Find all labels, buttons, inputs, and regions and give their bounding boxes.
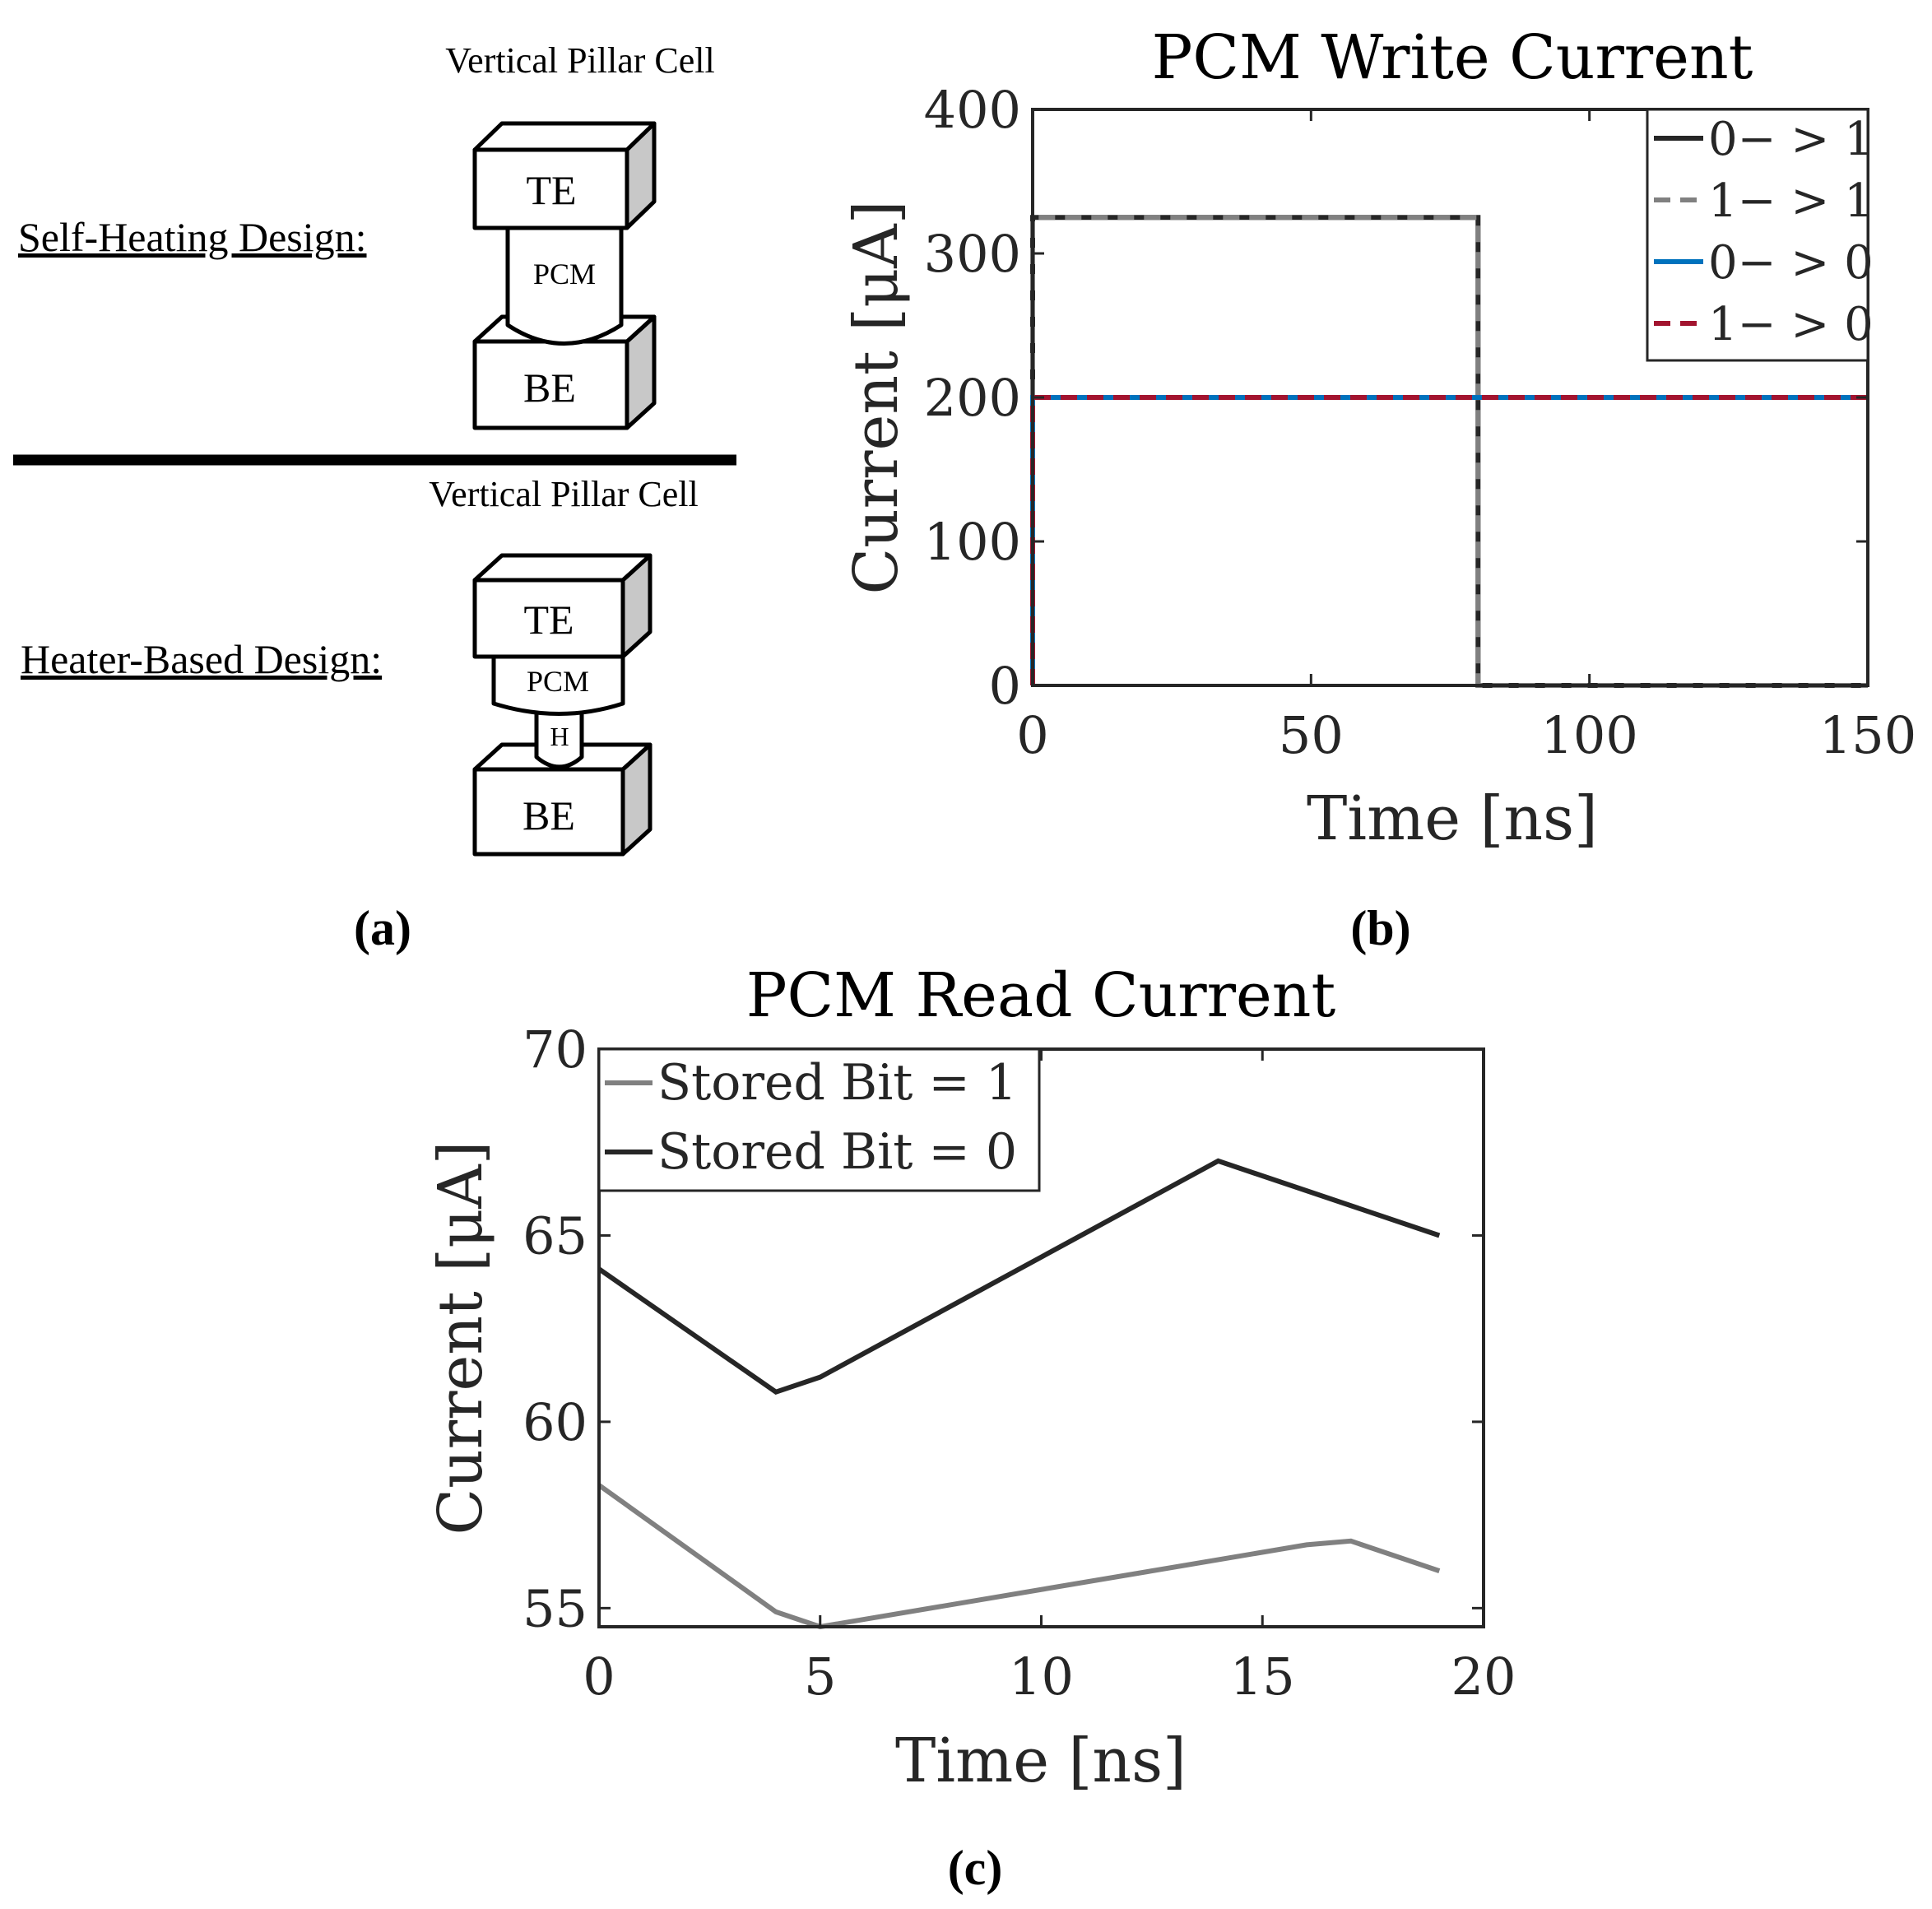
- x-tick-label: 20: [1451, 1647, 1516, 1707]
- x-tick-label: 15: [1230, 1647, 1295, 1707]
- cell-diagram: Vertical Pillar Cell Self-Heating Design…: [13, 40, 736, 857]
- y-tick-label: 60: [522, 1392, 587, 1452]
- pcm-pillar: [505, 224, 624, 346]
- x-tick-label: 0: [1016, 705, 1048, 765]
- x-tick-label: 0: [583, 1647, 615, 1707]
- bottom-pcm-label: PCM: [527, 665, 589, 698]
- te-front-face: [472, 578, 625, 659]
- panel-label-c: (c): [948, 1841, 1003, 1895]
- te-front-face: [472, 147, 629, 230]
- legend-label-0: Stored Bit = 1: [657, 1054, 1017, 1112]
- top-be-label: BE: [523, 365, 576, 411]
- read-current-chart: PCM Read Current 0 5 10 15 20 55 60 65 70 Time …: [425, 960, 1516, 1796]
- heater-based-design-label: Heater-Based Design:: [21, 636, 382, 682]
- te-top-face: [472, 121, 657, 152]
- y-tick-label: 300: [924, 224, 1021, 284]
- legend-label-3: 1− > 0: [1708, 298, 1874, 351]
- series-line-1: [597, 1158, 1441, 1396]
- legend-label-1: 1− > 1: [1708, 174, 1874, 228]
- x-tick-label: 150: [1819, 705, 1916, 765]
- read-y-axis-label: Current [μA]: [425, 1140, 496, 1535]
- legend-label-2: 0− > 0: [1708, 236, 1874, 290]
- y-tick-label: 200: [924, 368, 1021, 428]
- read-x-ticks: 0 5 10 15 20: [583, 1049, 1516, 1707]
- write-x-axis-label: Time [ns]: [1307, 783, 1598, 854]
- heater-pillar: [534, 705, 584, 769]
- pcm-layer: [491, 652, 625, 716]
- y-tick-label: 400: [924, 80, 1021, 140]
- self-heating-cell: [472, 121, 657, 430]
- bottom-cell-title: Vertical Pillar Cell: [429, 474, 698, 514]
- be-front-face: [472, 339, 629, 430]
- write-chart-title: PCM Write Current: [1152, 22, 1753, 93]
- write-y-axis-label: Current [μA]: [841, 200, 912, 594]
- write-y-ticks: 0 100 200 300 400: [924, 80, 1868, 716]
- x-tick-label: 50: [1279, 705, 1344, 765]
- read-legend-box: [597, 1047, 1041, 1192]
- write-current-chart: PCM Write Current 0 50 100 150 0 100 200 300 40…: [841, 22, 1916, 854]
- self-heating-design-label: Self-Heating Design:: [18, 214, 367, 260]
- read-chart-title: PCM Read Current: [746, 960, 1336, 1031]
- legend-label-1: Stored Bit = 0: [657, 1123, 1017, 1181]
- te-top-face: [472, 553, 653, 583]
- read-plot-lines: [597, 1158, 1441, 1630]
- y-tick-label: 70: [522, 1020, 587, 1080]
- series-line-2: [1030, 395, 1868, 685]
- bottom-be-label: BE: [522, 792, 575, 838]
- panel-label-a: (a): [354, 901, 411, 955]
- y-tick-label: 65: [522, 1205, 587, 1266]
- heater-based-cell: [472, 553, 653, 857]
- top-te-label: TE: [526, 167, 576, 213]
- x-tick-label: 10: [1009, 1647, 1074, 1707]
- y-tick-label: 100: [924, 512, 1021, 572]
- write-x-ticks: 0 50 100 150: [1016, 109, 1916, 765]
- bottom-te-label: TE: [523, 597, 574, 643]
- panel-label-b: (b): [1350, 901, 1410, 955]
- series-line-0: [597, 1483, 1441, 1630]
- series-line-3: [1030, 395, 1868, 685]
- read-x-axis-label: Time [ns]: [895, 1726, 1187, 1796]
- y-tick-label: 55: [522, 1578, 587, 1638]
- heater-label: H: [550, 722, 569, 751]
- write-legend-box: [1646, 108, 1869, 362]
- be-front-face: [472, 767, 625, 857]
- top-cell-title: Vertical Pillar Cell: [445, 40, 714, 81]
- write-legend: 0− > 1 1− > 1 0− > 0 1− > 0: [1646, 108, 1874, 362]
- top-pcm-label: PCM: [533, 258, 596, 290]
- read-y-ticks: 55 60 65 70: [522, 1020, 1484, 1638]
- x-tick-label: 100: [1540, 705, 1637, 765]
- y-tick-label: 0: [989, 656, 1021, 716]
- read-legend: Stored Bit = 1 Stored Bit = 0: [597, 1047, 1041, 1192]
- legend-label-0: 0− > 1: [1708, 113, 1874, 166]
- x-tick-label: 5: [804, 1647, 836, 1707]
